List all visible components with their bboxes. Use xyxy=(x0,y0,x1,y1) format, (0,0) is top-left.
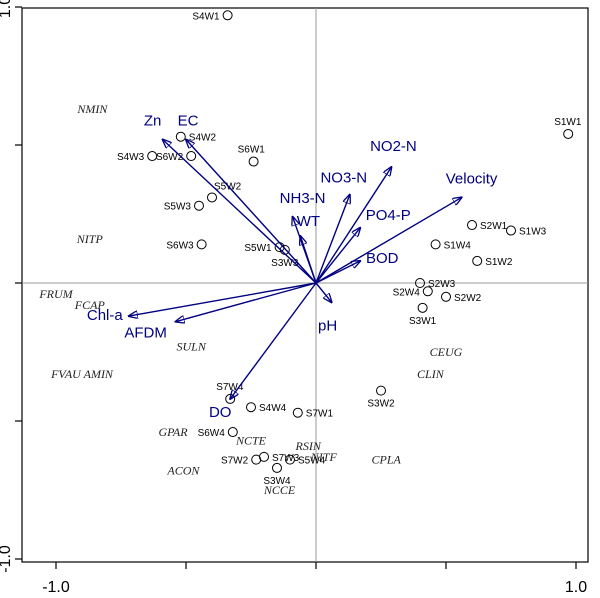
site-label-s3w2: S3W2 xyxy=(367,399,395,410)
site-point-s4w3 xyxy=(147,151,158,162)
site-point-s1w2 xyxy=(472,255,483,266)
site-label-s4w4: S4W4 xyxy=(259,403,287,414)
site-label-s1w1: S1W1 xyxy=(554,117,582,128)
species-label-ceug: CEUG xyxy=(430,345,463,359)
x-tick-label: -1.0 xyxy=(42,579,70,596)
site-point-s2w4 xyxy=(422,286,433,297)
x-tick-label: 1.0 xyxy=(565,579,587,596)
species-label-nmin: NMIN xyxy=(76,102,108,116)
site-label-s3w4: S3W4 xyxy=(263,476,291,487)
site-label-s4w1: S4W1 xyxy=(192,11,220,22)
species-label-fcap: FCAP xyxy=(74,298,106,312)
site-label-s5w2: S5W2 xyxy=(214,181,242,192)
site-label-s1w4: S1W4 xyxy=(444,240,472,251)
site-label-s7w2: S7W2 xyxy=(221,456,249,467)
site-label-s3w1: S3W1 xyxy=(409,316,437,327)
site-point-s5w4 xyxy=(285,454,295,465)
site-point-s6w1 xyxy=(248,156,259,167)
site-point-s5w3 xyxy=(194,200,204,211)
site-label-s2w3: S2W3 xyxy=(428,279,456,290)
env-label-afdm: AFDM xyxy=(124,325,167,342)
env-arrow-do xyxy=(230,282,317,399)
species-label-rsin: RSIN xyxy=(295,439,322,453)
species-label-clin: CLIN xyxy=(417,367,445,381)
env-label-bod: BOD xyxy=(366,250,399,267)
site-point-s7w2 xyxy=(251,454,262,465)
env-label-chl-a: Chl-a xyxy=(87,307,124,324)
site-point-s1w4 xyxy=(430,239,441,250)
y-tick-label: 1.0 xyxy=(0,0,14,18)
env-arrow-wt xyxy=(300,236,317,284)
site-label-s4w3: S4W3 xyxy=(117,152,145,163)
species-label-nitp: NITP xyxy=(76,232,104,246)
env-arrow-no2-n xyxy=(315,167,391,284)
site-point-s6w4 xyxy=(227,427,238,438)
species-label-acon: ACON xyxy=(166,464,200,478)
env-label-po4-p: PO4-P xyxy=(366,207,411,224)
site-label-s5w3: S5W3 xyxy=(164,202,192,213)
site-point-s6w2 xyxy=(186,151,197,162)
site-point-s1w3 xyxy=(506,225,516,236)
env-arrow-ph xyxy=(315,282,332,302)
env-arrow-afdm xyxy=(176,282,317,322)
env-label-ec: EC xyxy=(178,112,199,129)
site-label-s2w4: S2W4 xyxy=(393,287,421,298)
site-label-s6w2: S6W2 xyxy=(156,152,184,163)
site-point-s5w2 xyxy=(207,192,217,203)
site-label-s2w1: S2W1 xyxy=(480,221,508,232)
site-label-s3w3: S3W3 xyxy=(271,258,299,269)
site-point-s6w3 xyxy=(196,239,207,250)
env-label-no3-n: NO3-N xyxy=(320,170,367,187)
site-label-s7w1: S7W1 xyxy=(306,409,334,420)
env-arrow-zn xyxy=(163,139,317,284)
env-label-do: DO xyxy=(209,404,232,421)
site-point-s7w1 xyxy=(292,407,303,418)
site-point-s4w4 xyxy=(246,402,256,413)
site-label-s2w2: S2W2 xyxy=(454,293,482,304)
env-label-ph: pH xyxy=(318,317,337,334)
site-label-s6w3: S6W3 xyxy=(166,240,194,251)
env-arrow-no3-n xyxy=(315,195,350,284)
species-label-nitf: NITF xyxy=(310,450,338,464)
species-label-fvau-amin: FVAU AMIN xyxy=(50,367,114,381)
site-label-s7w4: S7W4 xyxy=(216,382,244,393)
env-arrow-po4-p xyxy=(315,228,360,284)
species-label-frum: FRUM xyxy=(38,287,73,301)
species-label-cpla: CPLA xyxy=(372,453,402,467)
site-point-s4w1 xyxy=(222,10,233,21)
site-label-s1w3: S1W3 xyxy=(519,227,547,238)
site-point-s3w4 xyxy=(272,462,282,473)
site-point-s1w1 xyxy=(563,128,574,139)
env-arrow-chl-a xyxy=(129,282,317,316)
site-point-s4w2 xyxy=(175,131,186,142)
site-label-s6w1: S6W1 xyxy=(238,145,266,156)
site-label-s5w4: S5W4 xyxy=(298,456,326,467)
env-label-no2-n: NO2-N xyxy=(370,138,417,155)
site-point-s2w3 xyxy=(415,278,425,288)
site-label-s6w4: S6W4 xyxy=(198,428,226,439)
site-point-s2w1 xyxy=(467,220,477,231)
site-point-s3w2 xyxy=(376,385,386,396)
env-arrow-bod xyxy=(315,261,360,284)
plot-frame xyxy=(21,7,589,563)
env-label-wt: WT xyxy=(297,213,320,230)
env-arrow-ec xyxy=(186,139,317,284)
species-label-suln: SULN xyxy=(177,339,207,353)
env-label-nh3-n: NH3-N xyxy=(280,190,326,207)
env-label-velocity: Velocity xyxy=(446,170,498,187)
site-point-s3w1 xyxy=(417,302,428,313)
site-label-s1w2: S1W2 xyxy=(485,257,513,268)
env-arrow-velocity xyxy=(315,197,462,284)
y-tick-label: -1.0 xyxy=(0,545,14,573)
site-point-s2w2 xyxy=(441,291,451,302)
species-label-ncce: NCCE xyxy=(263,483,296,497)
species-label-ncte: NCTE xyxy=(235,433,267,447)
site-label-s4w2: S4W2 xyxy=(189,133,217,144)
site-label-s5w1: S5W1 xyxy=(244,243,272,254)
species-label-gpar: GPAR xyxy=(158,425,188,439)
env-label-zn: Zn xyxy=(144,112,162,129)
